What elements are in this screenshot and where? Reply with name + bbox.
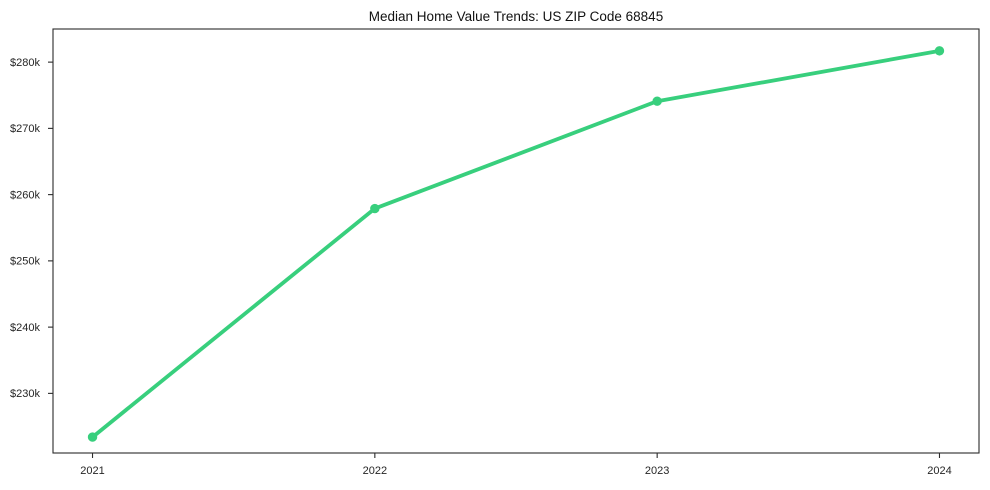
data-point-marker <box>87 432 98 442</box>
x-axis-tick-label: 2021 <box>80 465 104 477</box>
trend-line <box>90 48 942 440</box>
y-axis-tick-label: $250k <box>10 256 40 268</box>
data-point-marker <box>934 46 945 56</box>
data-point-marker <box>652 96 662 106</box>
y-axis-tick-label: $260k <box>10 189 40 201</box>
x-axis-tick-label: 2024 <box>927 465 951 477</box>
y-axis-tick-label: $270k <box>10 123 40 135</box>
y-axis-tick-label: $280k <box>10 57 40 69</box>
plot-border <box>52 28 980 454</box>
x-axis-tick-label: 2023 <box>645 465 669 477</box>
chart-title: Median Home Value Trends: US ZIP Code 68… <box>369 9 663 24</box>
y-axis-tick-label: $230k <box>10 388 40 400</box>
x-axis-tick-label: 2022 <box>363 465 387 477</box>
y-axis-tick-label: $240k <box>10 322 40 334</box>
data-point-marker <box>370 203 380 214</box>
